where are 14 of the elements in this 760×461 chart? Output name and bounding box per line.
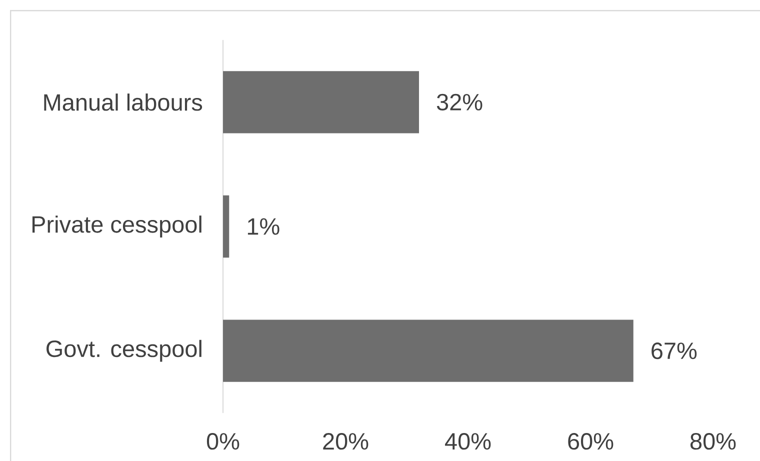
x-tick-label: 60%: [568, 433, 614, 450]
x-tick-label: 80%: [690, 433, 736, 450]
y-tick-label: Private cesspool: [32, 216, 202, 238]
x-tick-label: 40%: [445, 433, 491, 450]
bar: [223, 71, 419, 134]
bar: [223, 195, 230, 258]
data-label: 67%: [652, 342, 697, 360]
bar: [223, 320, 634, 382]
x-tick-label: 0%: [206, 433, 240, 450]
x-tick-label: 20%: [323, 433, 368, 450]
data-label: 32%: [436, 94, 482, 110]
data-label: 1%: [248, 218, 280, 235]
y-tick-label: Govt. cesspool: [46, 340, 202, 362]
y-tick-label: Manual labours: [44, 94, 202, 111]
